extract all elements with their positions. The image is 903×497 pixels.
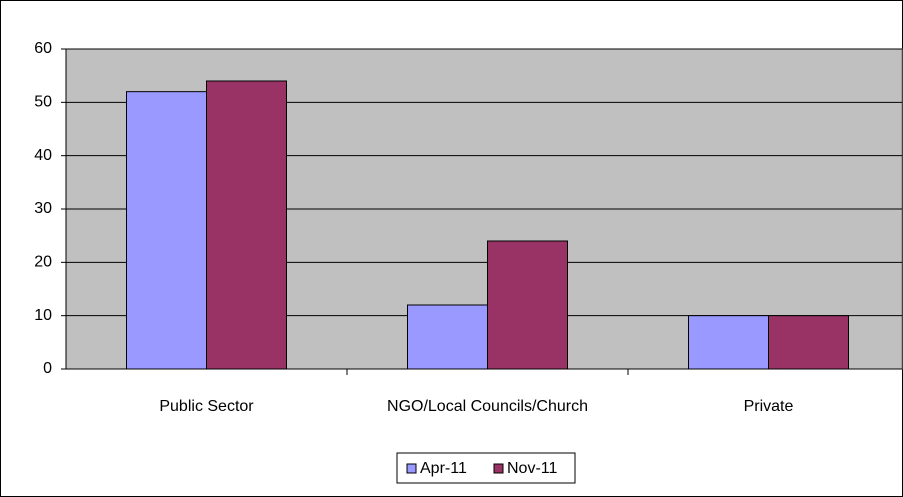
legend-box	[396, 452, 576, 484]
bar	[768, 315, 849, 370]
bar	[688, 315, 769, 370]
y-tick-label: 10	[34, 307, 52, 324]
y-tick-label: 20	[34, 254, 52, 271]
x-tick-label: Private	[744, 398, 794, 415]
y-tick-label: 60	[34, 40, 52, 57]
y-tick-label: 30	[34, 200, 52, 217]
y-tick-label: 0	[43, 360, 52, 377]
bar	[487, 240, 568, 370]
bar	[206, 80, 287, 370]
legend-swatch	[406, 463, 417, 474]
bar	[126, 91, 207, 370]
legend-label: Apr-11	[420, 460, 467, 477]
x-tick-label: NGO/Local Councils/Church	[387, 398, 588, 415]
y-tick-label: 40	[34, 147, 52, 164]
legend-label: Nov-11	[507, 460, 557, 477]
x-tick-label: Public Sector	[159, 398, 254, 415]
legend-swatch	[493, 463, 504, 474]
y-tick-label: 50	[34, 94, 52, 111]
bar	[407, 304, 488, 370]
